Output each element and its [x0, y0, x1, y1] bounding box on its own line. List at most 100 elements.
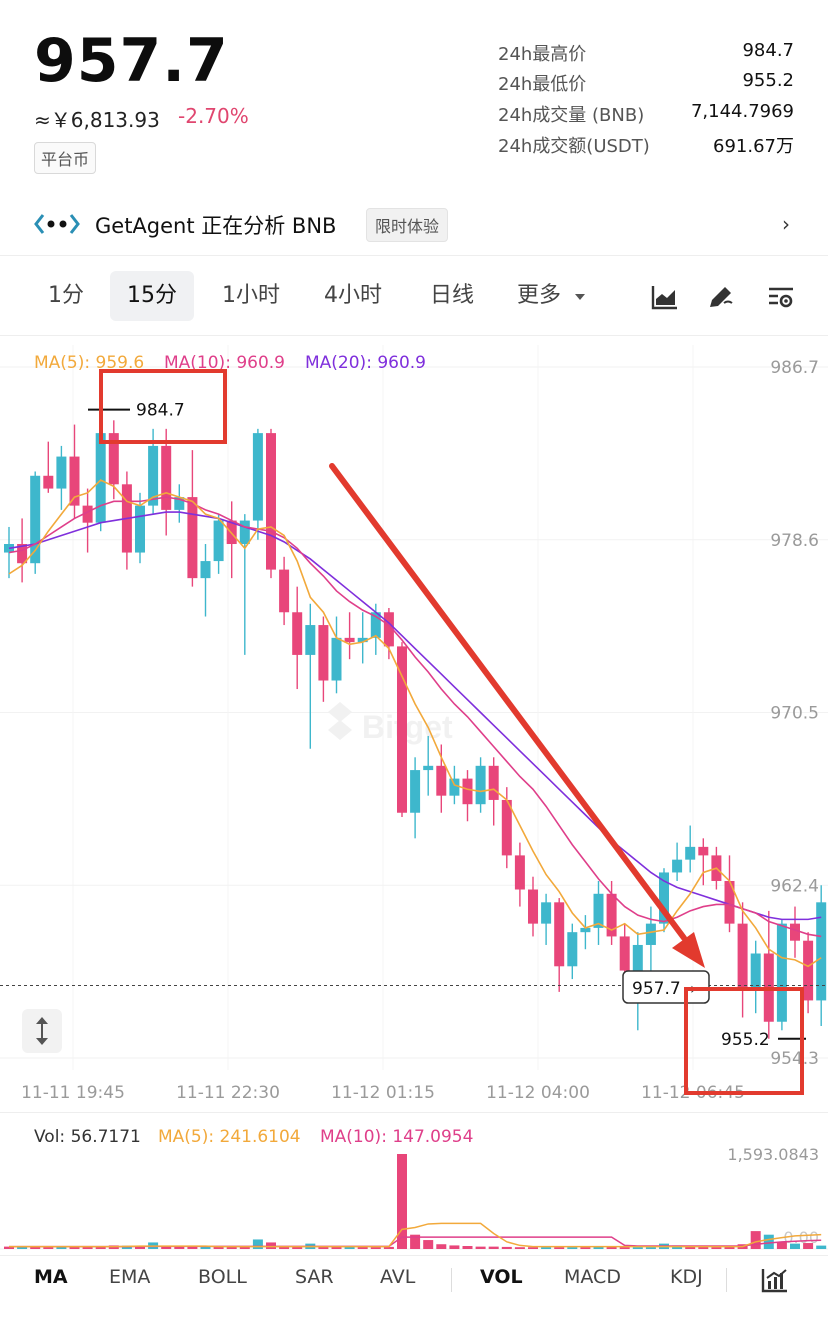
svg-text:955.2: 955.2 [721, 1030, 770, 1050]
price-chart[interactable]: Bitget 986.7 978.6 970.5 962.4 954.3 11-11 1… [0, 340, 828, 1120]
volume-bar [488, 1246, 499, 1249]
volume-bar [790, 1243, 800, 1249]
candle-body [475, 765, 486, 805]
candle-body [462, 778, 473, 805]
price-tick-label: 962.4 [770, 876, 819, 896]
category-tag[interactable]: 平台币 [34, 142, 97, 174]
tab-more[interactable]: 更多 [516, 283, 561, 308]
indicator-boll[interactable]: BOLL [198, 1266, 247, 1288]
ma10-legend: MA(10): 960.9 [164, 353, 285, 373]
candle-body [632, 944, 643, 971]
svg-text:957.7: 957.7 [632, 979, 681, 999]
stat-low-value: 955.2 [742, 70, 794, 91]
chart-resize-button[interactable] [22, 1009, 62, 1053]
volume-bar [69, 1246, 80, 1249]
volume-bar [357, 1246, 368, 1249]
volume-bar [239, 1246, 250, 1249]
candle-body [331, 637, 342, 681]
svg-text:Bitget: Bitget [362, 709, 453, 745]
volume-bar [187, 1246, 198, 1249]
downtrend-arrow [329, 463, 705, 968]
stat-volume-label: 24h成交量 (BNB) [498, 105, 645, 126]
volume-bar [30, 1246, 41, 1249]
volume-bar [593, 1246, 604, 1249]
volume-bar [475, 1246, 486, 1249]
candle-body [619, 936, 630, 971]
volume-bar [750, 1231, 761, 1249]
stat-turnover-label: 24h成交额(USDT) [498, 136, 650, 157]
high-annotation-box [99, 369, 227, 444]
stat-high-label: 24h最高价 [498, 44, 587, 65]
candle-body [69, 456, 80, 506]
candle-body [803, 940, 814, 1001]
indicator-avl[interactable]: AVL [380, 1266, 416, 1288]
divider [0, 255, 828, 256]
volume-bar [816, 1245, 827, 1249]
volume-bar [528, 1247, 538, 1249]
candle-body [724, 880, 735, 924]
divider [0, 1255, 828, 1256]
candle-body [279, 569, 290, 613]
candle-body [659, 872, 669, 924]
candle-body [357, 637, 368, 643]
volume-bar [501, 1246, 512, 1249]
low-annotation-box [684, 987, 804, 1095]
volume-bar [174, 1246, 185, 1249]
indicator-ma[interactable]: MA [34, 1266, 68, 1288]
indicator-sar[interactable]: SAR [295, 1266, 334, 1288]
candle-body [645, 923, 656, 945]
vol-legend: Vol: 56.7171 [34, 1127, 141, 1147]
agent-text[interactable]: GetAgent 正在分析 BNB [95, 214, 337, 238]
stat-turnover-value: 691.67万 [713, 136, 794, 157]
volume-bar [711, 1247, 722, 1249]
volume-bar [331, 1246, 342, 1249]
line-chart-icon[interactable] [650, 282, 680, 312]
tab-1m[interactable]: 1分 [48, 283, 84, 308]
indicator-macd[interactable]: MACD [564, 1266, 621, 1288]
candle-body [370, 612, 381, 638]
tab-4h[interactable]: 4小时 [324, 283, 382, 308]
volume-bar [252, 1239, 263, 1249]
volume-bar [17, 1246, 28, 1249]
tab-daily[interactable]: 日线 [429, 283, 474, 308]
candle-body [344, 637, 355, 643]
change-percent: -2.70% [178, 104, 249, 128]
indicator-settings-icon[interactable] [760, 1266, 790, 1294]
ma5-legend: MA(5): 959.6 [34, 353, 144, 373]
ma10-line [8, 496, 822, 938]
candle-body [776, 923, 787, 1022]
volume-bar [397, 1154, 407, 1249]
volume-bar [383, 1246, 394, 1249]
indicator-kdj[interactable]: KDJ [670, 1266, 703, 1288]
candle-body [410, 770, 421, 813]
draw-pen-icon[interactable] [706, 282, 736, 312]
chart-grid [0, 345, 828, 1070]
trial-badge: 限时体验 [366, 208, 449, 242]
volume-bar [82, 1246, 93, 1249]
volume-ma5-line [9, 1222, 822, 1248]
candle-body [580, 927, 591, 933]
chevron-right-icon[interactable]: › [782, 212, 790, 236]
volume-bar [423, 1240, 434, 1249]
tab-15m[interactable]: 15分 [110, 271, 194, 321]
candle-body [187, 497, 198, 579]
candle-body [82, 505, 93, 523]
volume-bar [685, 1246, 696, 1249]
tab-1h[interactable]: 1小时 [222, 283, 280, 308]
stat-high-value: 984.7 [742, 40, 794, 61]
candle-body [567, 932, 578, 967]
indicator-settings-icon[interactable] [766, 282, 796, 312]
volume-bar [279, 1246, 290, 1249]
tab-separator [451, 1268, 452, 1292]
indicator-vol[interactable]: VOL [480, 1266, 523, 1288]
agent-logo-icon [34, 214, 80, 234]
volume-ma-lines [9, 1222, 822, 1248]
volume-chart[interactable]: Vol: 56.7171 MA(5): 241.6104 MA(10): 147… [0, 1113, 828, 1253]
candle-body [318, 625, 329, 681]
indicator-ema[interactable]: EMA [109, 1266, 151, 1288]
volume-bar [292, 1246, 303, 1249]
volume-bar [318, 1246, 329, 1249]
volume-bar [95, 1246, 106, 1249]
candle-body [423, 765, 434, 771]
candle-body [252, 433, 263, 521]
